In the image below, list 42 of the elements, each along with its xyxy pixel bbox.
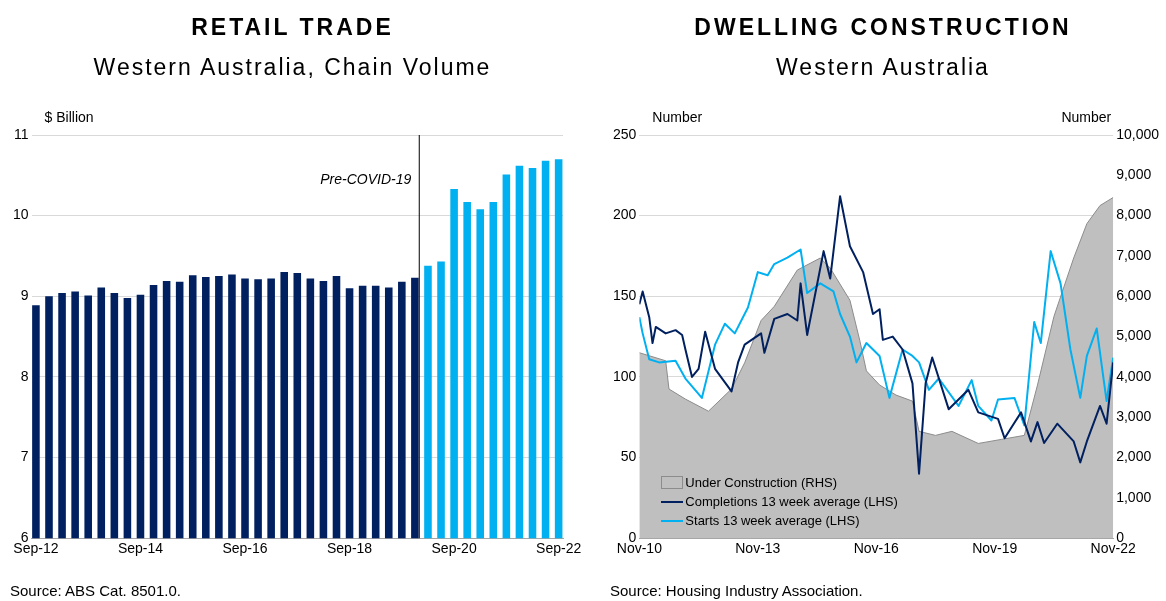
y-tick-label: 200: [613, 206, 637, 223]
y2-tick-label: 4,000: [1116, 367, 1152, 384]
x-tick-label: Sep-20: [431, 540, 477, 557]
y-tick-label: 250: [613, 125, 637, 142]
x-tick-label: Sep-18: [326, 540, 373, 557]
y2-tick-label: 10,000: [1116, 125, 1160, 142]
legend-label: Completions 13 week average (LHS): [685, 493, 898, 512]
source-note: Source: Housing Industry Association.: [610, 582, 863, 599]
source-note: Source: ABS Cat. 8501.0.: [10, 582, 181, 599]
x-tick-label: Nov-16: [853, 540, 900, 557]
y-tick-label: 7: [20, 448, 29, 465]
ref-line-label: Pre-COVID-19: [320, 170, 412, 187]
legend-label: Under Construction (RHS): [685, 474, 838, 493]
y-tick-label: 11: [14, 125, 29, 142]
chart-subtitle: Western Australia: [775, 54, 991, 81]
y2-tick-label: 7,000: [1116, 246, 1152, 263]
y-axis-title: $ Billion: [44, 108, 94, 125]
y2-tick-label: 5,000: [1116, 327, 1152, 344]
y2-axis-title: Number: [1061, 108, 1112, 125]
y2-tick-label: 9,000: [1116, 166, 1152, 183]
y2-tick-label: 1,000: [1116, 488, 1152, 505]
x-tick-label: Sep-14: [117, 540, 164, 557]
chart-subtitle: Western Australia, Chain Volume: [92, 54, 493, 81]
x-tick-label: Nov-19: [972, 540, 1018, 557]
y-tick-label: 9: [20, 287, 29, 304]
y2-tick-label: 2,000: [1116, 448, 1152, 465]
y-tick-label: 10: [12, 206, 29, 223]
x-tick-label: Sep-22: [536, 540, 582, 557]
chart-title: RETAIL TRADE: [190, 14, 395, 41]
y-axis-title: Number: [652, 108, 703, 125]
x-tick-label: Nov-13: [735, 540, 781, 557]
y-tick-label: 100: [613, 367, 637, 384]
y2-tick-label: 6,000: [1116, 287, 1152, 304]
y-tick-label: 50: [620, 448, 637, 465]
chart-title: DWELLING CONSTRUCTION: [693, 14, 1073, 41]
y-tick-label: 8: [20, 367, 29, 384]
legend-label: Starts 13 week average (LHS): [685, 512, 860, 531]
y-tick-label: 0: [628, 529, 637, 546]
y2-tick-label: 3,000: [1116, 408, 1152, 425]
y2-tick-label: 8,000: [1116, 206, 1152, 223]
x-tick-label: Sep-16: [222, 540, 268, 557]
y-tick-label: 150: [613, 287, 637, 304]
